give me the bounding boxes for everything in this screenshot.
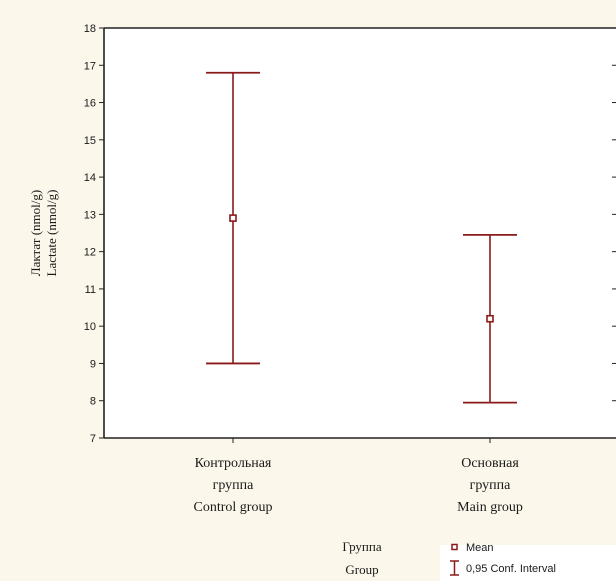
y-tick-label: 16 — [84, 98, 96, 110]
x-axis-title-line2: Group — [345, 562, 378, 577]
y-axis-title-line2: Lactate (nmol/g) — [44, 190, 59, 277]
y-axis-title-line1: Лактат (nmol/g) — [28, 190, 43, 276]
legend-ci-label: 0,95 Conf. Interval — [466, 563, 556, 575]
y-tick-label: 15 — [84, 135, 96, 147]
legend-ci-icon — [450, 560, 459, 576]
y-tick-label: 9 — [90, 358, 96, 370]
x-category-label: Контрольная — [195, 456, 272, 471]
mean-marker — [486, 314, 494, 323]
legend-mean-label: Mean — [466, 542, 494, 554]
x-category-label: Control group — [194, 500, 273, 515]
y-tick-label: 17 — [84, 60, 96, 72]
y-tick-label: 14 — [84, 172, 96, 184]
x-category-label: группа — [470, 478, 512, 493]
legend-box — [440, 545, 616, 581]
y-tick-label: 7 — [90, 433, 96, 445]
y-tick-label: 11 — [85, 284, 96, 296]
y-tick-label: 10 — [84, 321, 96, 333]
x-category-label: Main group — [457, 500, 523, 515]
y-tick-label: 18 — [84, 23, 96, 35]
x-category-label: группа — [213, 478, 255, 493]
y-tick-label: 13 — [84, 209, 96, 221]
y-tick-label: 8 — [90, 396, 96, 408]
mean-marker — [229, 214, 237, 222]
x-category-label: Основная — [461, 456, 519, 471]
y-tick-label: 12 — [84, 247, 96, 259]
plot-area — [104, 28, 616, 438]
legend-mean-marker — [451, 543, 458, 551]
x-axis-title-line1: Группа — [342, 539, 381, 554]
